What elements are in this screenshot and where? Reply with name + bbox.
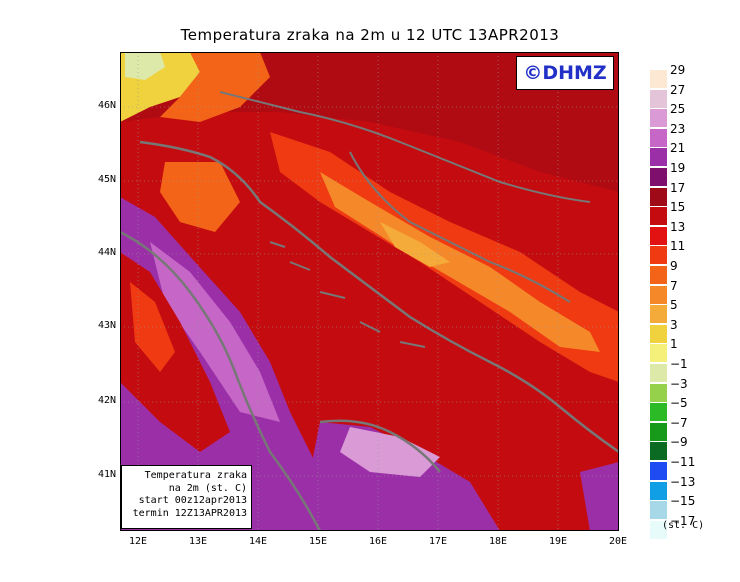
legend-label: 9 <box>670 259 678 273</box>
legend-label: −9 <box>670 435 688 450</box>
legend-units: (st. C) <box>662 520 705 531</box>
legend-label: 15 <box>670 200 686 215</box>
lat-tick-45n: 45N <box>97 174 116 185</box>
legend-label: 7 <box>670 278 678 293</box>
map-canvas <box>120 52 619 531</box>
lon-tick-18e: 18E <box>488 536 508 547</box>
info-line-1: Temperatura zraka <box>144 470 247 481</box>
dhmz-copyright-badge: ©DHMZ <box>516 56 614 90</box>
legend-swatch <box>650 462 667 480</box>
legend-label: 25 <box>670 102 686 117</box>
lon-tick-20e: 20E <box>608 536 628 547</box>
lon-tick-17e: 17E <box>428 536 448 547</box>
legend-label: −17 <box>670 513 696 528</box>
coastline-croatia <box>139 140 619 454</box>
legend-label: −7 <box>670 415 688 430</box>
info-line-3: start 00z12apr2013 <box>138 495 247 506</box>
istria-region <box>160 162 240 232</box>
legend-swatch <box>650 128 667 147</box>
legend-label: 27 <box>670 82 686 97</box>
map-title: Temperatura zraka na 2m u 12 UTC 13APR20… <box>180 26 560 44</box>
legend-swatch <box>650 364 667 382</box>
info-line-4: termin 12Z13APR2013 <box>132 507 247 519</box>
legend-label: −5 <box>670 396 688 411</box>
legend-swatch <box>650 305 667 324</box>
legend-label: 17 <box>670 180 686 195</box>
lat-tick-44n: 44N <box>97 247 116 258</box>
legend-swatch <box>650 324 667 343</box>
legend-swatch <box>650 403 667 422</box>
lat-tick-46n: 46N <box>97 100 116 111</box>
map-frame <box>120 52 619 531</box>
legend-label: 5 <box>670 298 678 313</box>
lon-tick-14e: 14E <box>248 536 268 547</box>
lon-tick-15e: 15E <box>308 536 328 547</box>
border-bosnia <box>349 151 571 303</box>
legend-label: 29 <box>670 63 686 77</box>
legend-label: −15 <box>670 494 696 509</box>
info-line-2: na 2m (st. C) <box>168 482 247 494</box>
legend-label: −1 <box>670 357 688 371</box>
lat-tick-42n: 42N <box>97 395 116 406</box>
legend-swatch <box>650 266 667 284</box>
temperature-map <box>120 52 619 531</box>
legend-swatch <box>650 520 667 539</box>
legend-swatch <box>650 109 667 128</box>
dinaric-peaks <box>320 172 600 352</box>
legend-swatch <box>650 187 667 206</box>
info-box: Temperatura zraka na 2m (st. C) start 00… <box>121 465 252 529</box>
legend-swatch <box>650 207 667 226</box>
legend-swatch <box>650 226 667 245</box>
coastline-puglia <box>319 419 441 473</box>
legend-label: 13 <box>670 219 686 234</box>
legend-label: −11 <box>670 455 696 469</box>
lat-tick-43n: 43N <box>97 320 116 331</box>
lon-tick-19e: 19E <box>548 536 568 547</box>
islands <box>269 241 426 348</box>
legend-label: −13 <box>670 474 696 489</box>
legend-swatch <box>650 285 667 304</box>
legend-label: 21 <box>670 141 686 156</box>
legend-swatch <box>650 501 667 520</box>
lon-tick-13e: 13E <box>188 536 208 547</box>
legend-swatch <box>650 70 667 88</box>
legend-label: 3 <box>670 317 678 332</box>
legend-swatch <box>650 481 667 500</box>
border-slovenia <box>219 91 591 203</box>
lat-tick-41n: 41N <box>97 469 116 480</box>
alps-orange-band <box>160 52 270 122</box>
coastline-italy <box>120 230 322 531</box>
legend-label: 23 <box>670 121 686 136</box>
legend-swatch <box>650 383 667 402</box>
puglia-light-region <box>340 427 440 477</box>
lon-tick-16e: 16E <box>368 536 388 547</box>
legend-swatch <box>650 344 667 363</box>
legend-swatch <box>650 89 667 108</box>
legend-swatch <box>650 442 667 461</box>
lon-tick-12e: 12E <box>128 536 148 547</box>
legend-swatch <box>650 168 667 186</box>
legend-label: 1 <box>670 337 678 352</box>
legend-swatch <box>650 148 667 167</box>
legend-label: 19 <box>670 161 686 175</box>
legend-label: 11 <box>670 239 686 254</box>
legend-label: −3 <box>670 376 688 391</box>
alps-coldest-region <box>125 52 165 80</box>
albania-purple <box>580 462 619 531</box>
dinaric-highest <box>380 222 450 267</box>
legend-swatch <box>650 246 667 265</box>
legend-swatch <box>650 422 667 441</box>
